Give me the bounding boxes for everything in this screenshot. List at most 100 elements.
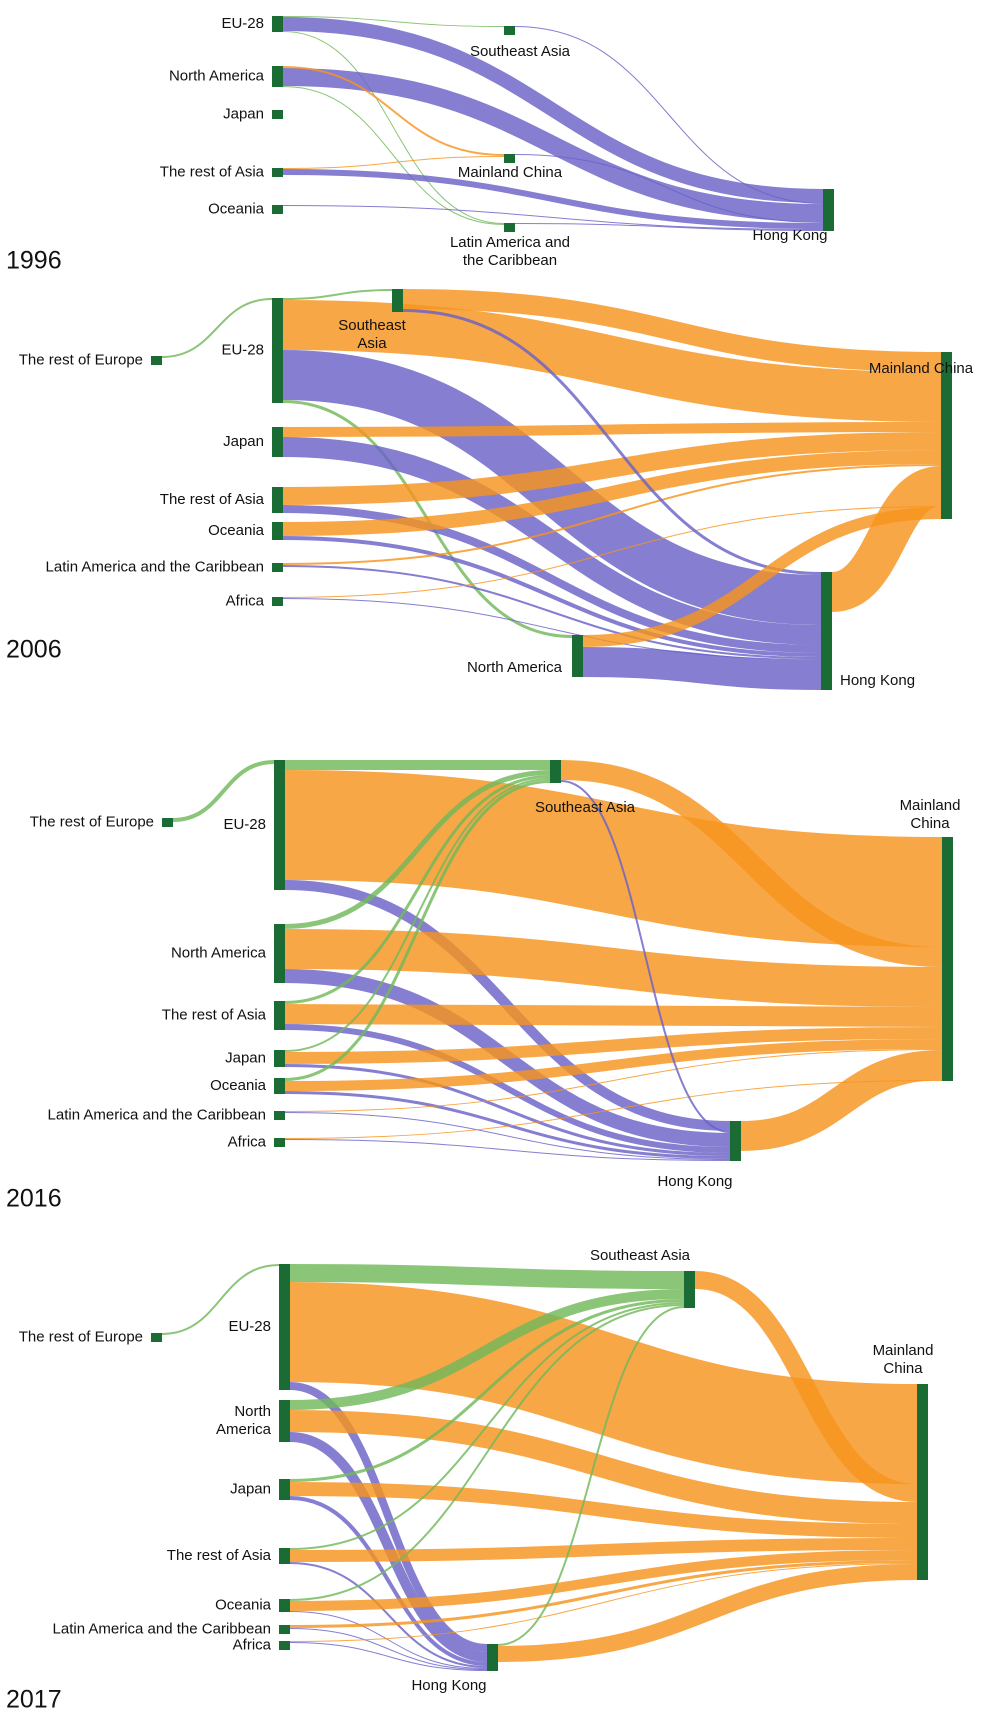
sankey-panel: 2016 EU-28 The rest of Europe North America… xyxy=(6,759,961,1213)
flow xyxy=(289,1282,918,1484)
node-label: The rest of Asia xyxy=(162,1006,267,1023)
node-label: EU-28 xyxy=(221,341,264,358)
flow xyxy=(282,66,505,156)
node-label: The rest of Europe xyxy=(19,1328,143,1345)
node-label: Africa xyxy=(228,1133,267,1150)
flow xyxy=(284,1024,731,1153)
node-label: Southeast Asia xyxy=(590,1247,691,1264)
flow xyxy=(284,778,551,1052)
node xyxy=(942,837,953,1081)
flow xyxy=(284,780,551,1081)
flow xyxy=(829,466,944,612)
node xyxy=(392,289,403,312)
node-label: Japan xyxy=(230,1480,271,1497)
node-label: The rest of Europe xyxy=(30,813,154,830)
node-label: Latin America and the Caribbean xyxy=(48,1106,266,1123)
flow xyxy=(289,1432,488,1662)
flow xyxy=(289,1410,918,1524)
node xyxy=(821,572,832,690)
flow xyxy=(282,289,393,300)
label-line: China xyxy=(883,1360,923,1377)
node-label: North America xyxy=(467,659,563,676)
flow xyxy=(289,1611,488,1669)
node-label: Oceania xyxy=(215,1596,272,1613)
year-label: 2016 xyxy=(6,1185,62,1213)
flow xyxy=(402,289,942,372)
node-label: Africa xyxy=(226,592,265,609)
node-label: Hong Kong xyxy=(840,672,915,689)
label-line: Southeast xyxy=(338,317,406,334)
node xyxy=(272,427,283,457)
flow xyxy=(284,1112,731,1160)
node-label: Oceania xyxy=(208,200,265,217)
node xyxy=(279,1625,290,1634)
flows xyxy=(161,1264,918,1671)
node-label: Southeast Asia xyxy=(470,43,571,60)
node-label: Latin America and the Caribbean xyxy=(46,558,264,575)
flow xyxy=(284,770,551,929)
flow xyxy=(497,1564,918,1662)
node xyxy=(272,66,283,87)
flow xyxy=(514,154,824,223)
node xyxy=(279,1479,290,1500)
node-label: Japan xyxy=(223,105,264,122)
node-label: Latin America and the Caribbean xyxy=(450,234,570,269)
flows xyxy=(282,16,824,231)
node xyxy=(823,189,834,231)
node-label: The rest of Asia xyxy=(160,491,265,508)
label-line: America xyxy=(216,1421,272,1438)
flow xyxy=(282,205,824,230)
node-label: Mainland China xyxy=(869,360,974,377)
node xyxy=(572,635,583,677)
node-label: EU-28 xyxy=(228,1318,271,1335)
node-label: Hong Kong xyxy=(411,1677,486,1694)
node-label: Oceania xyxy=(210,1077,267,1094)
node xyxy=(272,205,283,214)
node xyxy=(272,110,283,119)
flow xyxy=(289,1563,918,1642)
node-label: Latin America and the Caribbean xyxy=(53,1620,271,1637)
flow xyxy=(497,1306,685,1646)
node xyxy=(272,487,283,513)
flow xyxy=(560,780,731,1133)
flow xyxy=(289,1550,918,1611)
node xyxy=(274,1078,285,1094)
node xyxy=(730,1121,741,1161)
node-label: Southeast Asia xyxy=(338,317,406,352)
flow xyxy=(282,68,824,222)
flow xyxy=(289,1496,488,1666)
flow xyxy=(282,31,505,224)
node-label: Japan xyxy=(223,433,264,450)
node xyxy=(504,223,515,232)
sankey-panel: 2017 EU-28 The rest of Europe North America J… xyxy=(6,1247,933,1714)
node xyxy=(279,1548,290,1564)
flow xyxy=(282,300,942,422)
flow xyxy=(289,1560,918,1628)
node-label: Mainland China xyxy=(900,797,961,832)
flow xyxy=(282,86,505,225)
flow xyxy=(282,156,505,169)
node xyxy=(272,168,283,177)
node xyxy=(279,1400,290,1442)
node xyxy=(272,597,283,606)
flow xyxy=(694,1271,918,1502)
flow xyxy=(282,464,942,565)
flow xyxy=(289,1482,918,1538)
node xyxy=(917,1384,928,1580)
node xyxy=(504,154,515,163)
flow xyxy=(161,1264,280,1335)
flow xyxy=(284,1004,943,1027)
flow xyxy=(514,26,824,204)
node xyxy=(274,1111,285,1120)
node xyxy=(279,1599,290,1612)
flow xyxy=(289,1264,685,1289)
flow xyxy=(284,1091,731,1159)
node xyxy=(279,1641,290,1650)
node xyxy=(279,1264,290,1390)
flow xyxy=(282,505,822,653)
node xyxy=(272,16,283,32)
label-line: Latin America and xyxy=(450,234,570,251)
flow xyxy=(284,1139,731,1161)
node-label: Southeast Asia xyxy=(535,799,636,816)
